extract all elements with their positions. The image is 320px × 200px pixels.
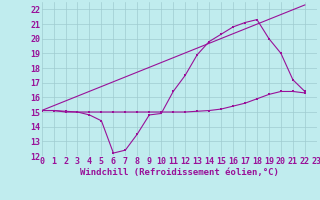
X-axis label: Windchill (Refroidissement éolien,°C): Windchill (Refroidissement éolien,°C) <box>80 168 279 177</box>
